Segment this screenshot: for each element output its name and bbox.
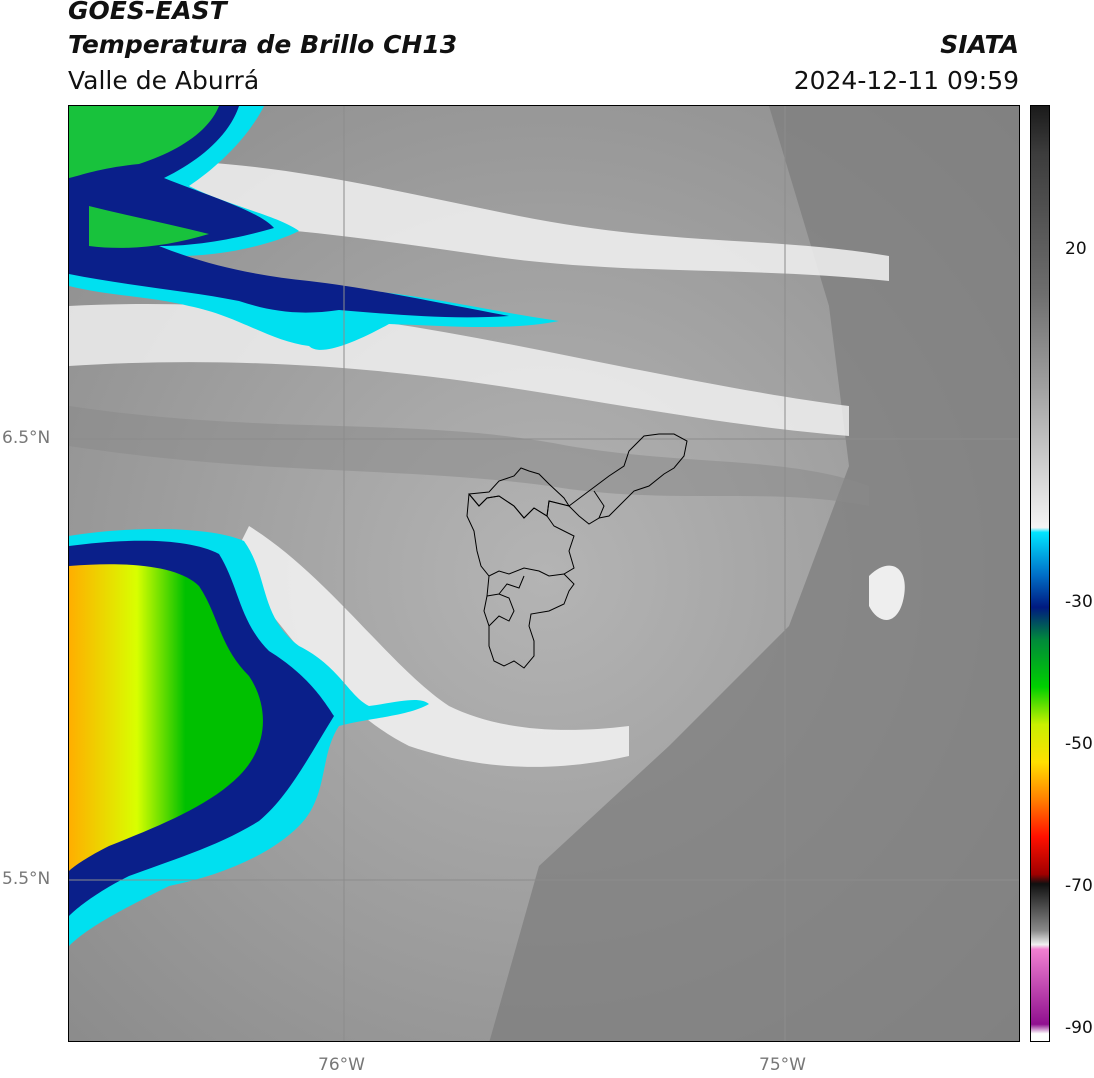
satellite-title: GOES-EAST (68, 0, 227, 25)
lon-tick-label: 76°W (318, 1055, 365, 1075)
dark-band (69, 406, 869, 506)
product-title: Temperatura de Brillo CH13 (68, 30, 458, 59)
satellite-map[interactable] (68, 105, 1020, 1042)
map-canvas (69, 106, 1019, 1041)
colorbar-tick-label: -30 (1065, 592, 1093, 612)
colorbar-gradient (1031, 106, 1049, 1041)
colorbar-tick-label: -90 (1065, 1018, 1093, 1038)
white-streak-lower (229, 526, 629, 767)
region-label: Valle de Aburrá (68, 66, 260, 95)
white-streak-mid (69, 304, 849, 436)
colorbar-tick-label: -50 (1065, 734, 1093, 754)
colorbar (1030, 105, 1050, 1042)
white-streak-top (69, 160, 889, 281)
lat-tick-label: 5.5°N (2, 869, 51, 889)
lat-tick-label: 6.5°N (2, 428, 51, 448)
valle-de-aburra-boundary (466, 433, 688, 669)
cloud-top-left-blue (69, 106, 509, 318)
agency-label: SIATA (940, 30, 1019, 59)
dark-region-east (489, 106, 1019, 1041)
cloud-top-left-green (69, 106, 219, 248)
lon-tick-label: 75°W (759, 1055, 806, 1075)
colorbar-tick-label: 20 (1065, 239, 1087, 259)
white-patch-east (869, 565, 905, 620)
datetime-label: 2024-12-11 09:59 (793, 66, 1019, 95)
colorbar-tick-label: -70 (1065, 876, 1093, 896)
cloud-left-core (69, 564, 263, 871)
